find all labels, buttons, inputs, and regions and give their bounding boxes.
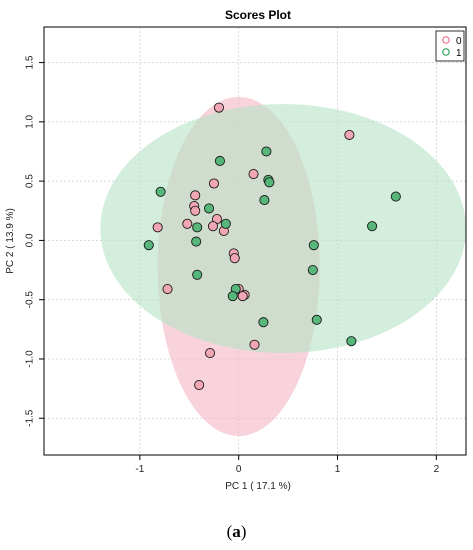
data-point-group-1 — [214, 155, 225, 167]
data-point-group-1 — [261, 146, 272, 157]
data-point-group-1 — [155, 186, 166, 197]
x-tick-label: 1 — [335, 464, 341, 475]
y-tick-label: 1.5 — [25, 55, 36, 69]
legend-label-1: 1 — [456, 48, 462, 59]
x-tick-label: 0 — [236, 464, 242, 475]
data-point-group-0 — [190, 205, 201, 216]
confidence-ellipses — [100, 96, 466, 437]
data-point-group-0 — [182, 218, 193, 229]
data-point-group-0 — [194, 379, 205, 391]
y-tick-label: -1.5 — [25, 409, 36, 427]
data-point-group-1 — [258, 317, 269, 328]
data-point-group-1 — [220, 218, 231, 229]
data-point-group-1 — [143, 240, 154, 251]
legend-marker-1 — [442, 48, 450, 56]
data-point-group-0 — [213, 102, 224, 113]
data-point-group-0 — [207, 221, 219, 232]
data-point-group-0 — [204, 347, 216, 359]
data-point-group-1 — [346, 336, 357, 347]
data-point-group-1 — [192, 269, 203, 280]
data-point-group-1 — [311, 314, 322, 325]
legend-marker-0 — [442, 36, 450, 44]
data-point-group-1 — [259, 195, 270, 206]
y-axis-label: PC 2 ( 13.9 %) — [5, 208, 16, 274]
data-point-group-0 — [229, 253, 240, 264]
legend: 0 1 — [435, 30, 465, 62]
figure-caption: (a) — [0, 522, 473, 542]
data-point-group-1 — [308, 240, 319, 251]
data-points — [143, 102, 401, 391]
y-tick-label: -1.0 — [25, 350, 36, 368]
axes: -1 0 1 2 -1.5 -1.0 -0.5 0.0 0.5 1.0 1.5 — [25, 55, 440, 475]
x-axis-label: PC 1 ( 17.1 %) — [225, 481, 291, 492]
data-point-group-1 — [203, 203, 215, 214]
plot-frame — [43, 26, 467, 456]
data-point-group-1 — [191, 236, 202, 247]
data-point-group-0 — [248, 168, 259, 180]
caption-close: ) — [240, 522, 247, 541]
y-tick-label: 0.5 — [25, 174, 36, 188]
data-point-group-1 — [390, 191, 401, 202]
data-point-group-0 — [237, 291, 248, 302]
confidence-ellipse-1 — [100, 104, 466, 354]
data-point-group-1 — [367, 221, 378, 232]
legend-label-0: 0 — [456, 36, 462, 47]
y-tick-label: -0.5 — [25, 291, 36, 309]
legend-box — [435, 30, 465, 62]
data-point-group-0 — [249, 339, 260, 350]
data-point-group-0 — [162, 283, 173, 295]
x-tick-label: -1 — [135, 464, 144, 475]
y-tick-label: 0.0 — [25, 233, 36, 247]
caption-letter: a — [232, 522, 241, 541]
data-point-group-0 — [208, 178, 220, 189]
data-point-group-0 — [152, 222, 163, 233]
data-point-group-0 — [190, 190, 201, 201]
x-tick-label: 2 — [434, 464, 440, 475]
scores-plot: Scores Plot -1 0 1 2-1.5-1.0-0.50.00.51.01.… — [5, 8, 467, 492]
data-point-group-0 — [344, 129, 355, 140]
y-tick-label: 1.0 — [25, 114, 36, 128]
data-point-group-1 — [307, 264, 318, 276]
chart-title: Scores Plot — [225, 8, 291, 22]
data-point-group-1 — [264, 177, 275, 188]
data-point-group-1 — [227, 291, 238, 302]
data-point-group-1 — [192, 222, 203, 233]
caption-open: ( — [226, 522, 233, 541]
